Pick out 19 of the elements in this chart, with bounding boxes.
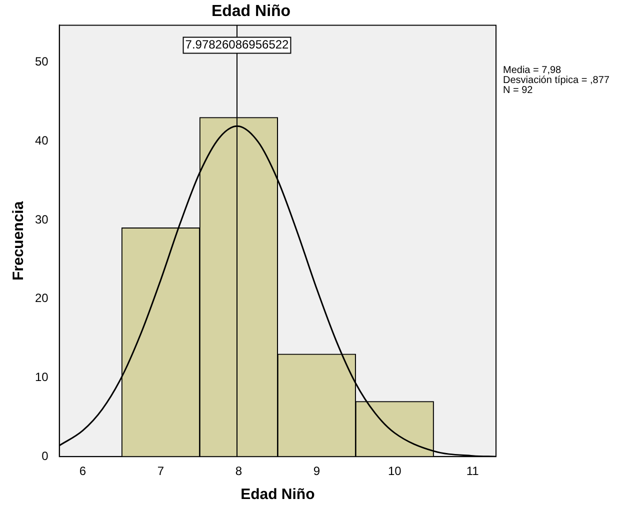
y-tick-label: 30	[34, 212, 49, 226]
x-tick-label: 6	[79, 464, 86, 478]
y-axis-title: Frecuencia	[10, 200, 28, 281]
text: Media = 7,98	[503, 65, 562, 76]
ref-line-label: 7.97826086956522	[185, 38, 290, 52]
text: Desviación típica = ,877	[503, 75, 610, 86]
x-tick-label: 7	[157, 464, 164, 478]
y-tick-label: 10	[34, 370, 49, 384]
x-axis-title: Edad Niño	[240, 486, 315, 504]
y-tick-label: 0	[42, 448, 49, 463]
x-tick-label: 8	[235, 464, 242, 478]
y-tick-label: 20	[34, 291, 49, 306]
x-tick-label: 10	[388, 464, 402, 478]
x-tick-label: 9	[313, 464, 320, 478]
y-tick-label: 40	[34, 133, 49, 148]
chart-title: Edad Niño	[211, 3, 291, 20]
text: N = 92	[503, 85, 534, 96]
y-tick-label: 50	[34, 54, 49, 69]
x-tick-label: 11	[466, 464, 480, 478]
